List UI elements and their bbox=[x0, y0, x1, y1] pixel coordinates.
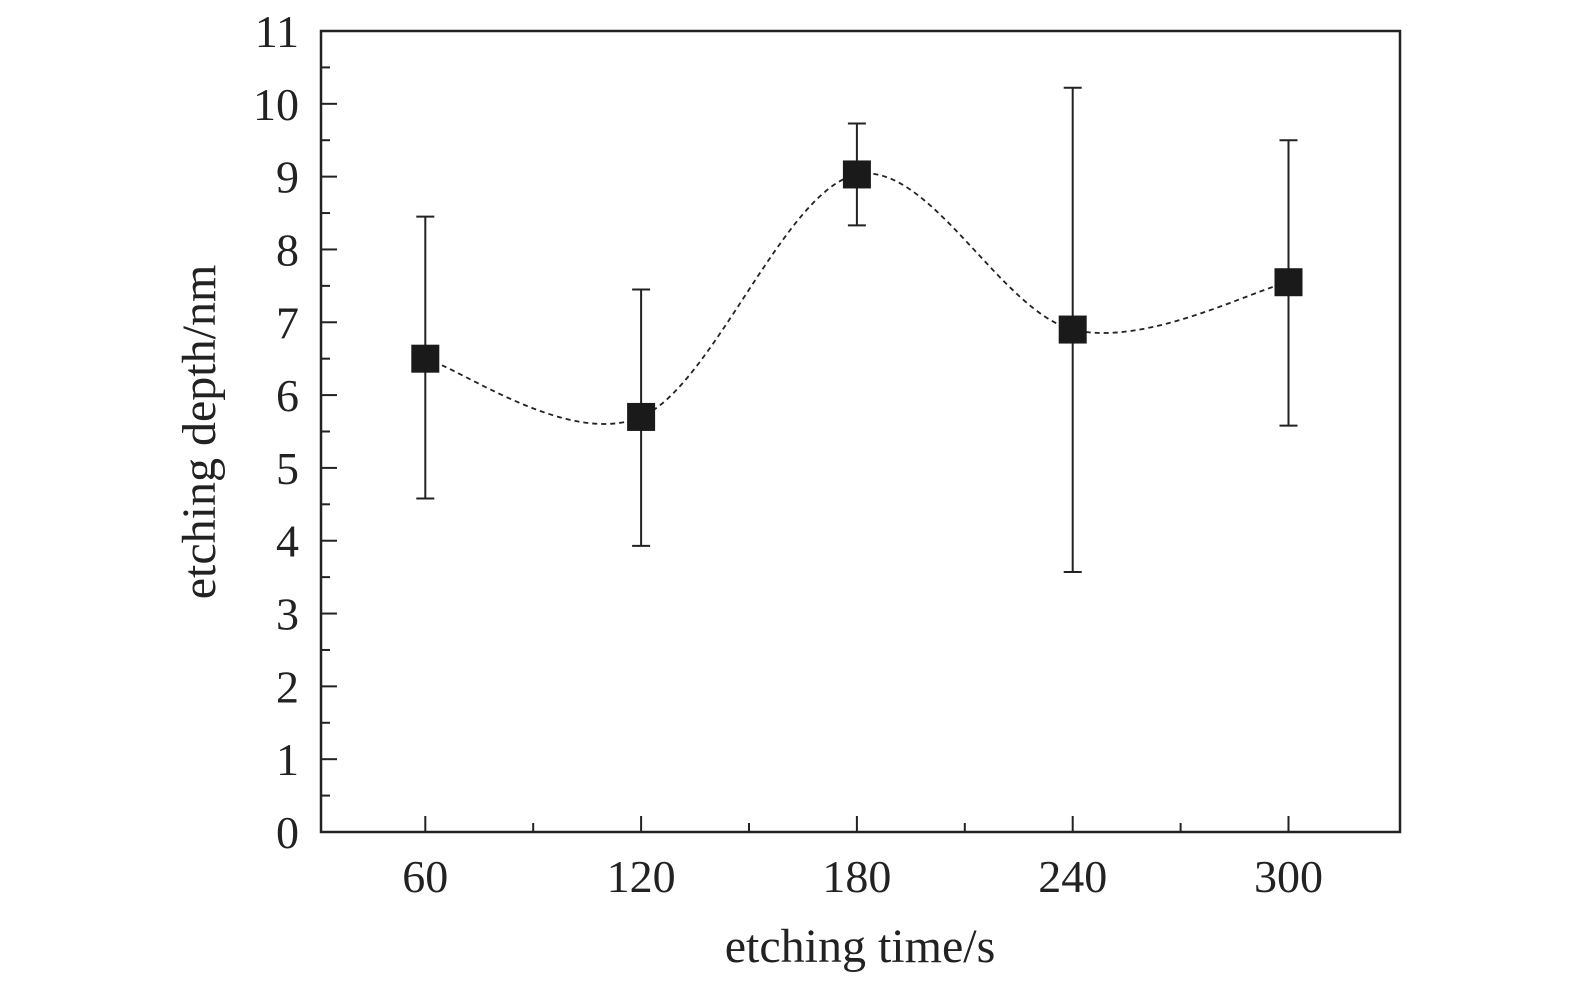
data-point bbox=[411, 344, 440, 373]
y-tick-label: 2 bbox=[276, 661, 299, 712]
x-axis-label: etching time/s bbox=[725, 920, 996, 973]
y-tick-label: 1 bbox=[276, 734, 299, 785]
y-tick-label: 0 bbox=[276, 807, 299, 858]
x-tick-label: 240 bbox=[1038, 851, 1107, 902]
y-axis-label: etching depth/nm bbox=[173, 265, 226, 600]
data-markers bbox=[411, 160, 1303, 431]
x-ticks: 60 120 180 240 300 bbox=[402, 816, 1323, 902]
data-point bbox=[1058, 315, 1087, 344]
y-tick-label: 6 bbox=[276, 370, 299, 421]
y-tick-label: 5 bbox=[276, 443, 299, 494]
data-point bbox=[842, 160, 871, 189]
y-tick-label: 10 bbox=[253, 79, 299, 130]
error-bars bbox=[416, 86, 1298, 574]
x-minor-ticks bbox=[532, 823, 1182, 832]
data-point bbox=[627, 402, 656, 431]
y-tick-label: 11 bbox=[255, 6, 299, 57]
x-tick-label: 180 bbox=[822, 851, 891, 902]
x-tick-label: 300 bbox=[1254, 851, 1323, 902]
y-tick-label: 9 bbox=[276, 152, 299, 203]
y-tick-label: 4 bbox=[276, 516, 299, 567]
x-tick-label: 120 bbox=[607, 851, 676, 902]
y-ticks: 0 1 2 3 4 5 6 7 8 9 10 11 bbox=[253, 6, 337, 858]
data-point bbox=[1274, 268, 1303, 297]
y-tick-label: 7 bbox=[276, 297, 299, 348]
y-tick-label: 3 bbox=[276, 589, 299, 640]
x-tick-label: 60 bbox=[402, 851, 448, 902]
plot-frame bbox=[319, 29, 1402, 834]
y-tick-label: 8 bbox=[276, 224, 299, 275]
y-minor-ticks bbox=[321, 66, 330, 797]
